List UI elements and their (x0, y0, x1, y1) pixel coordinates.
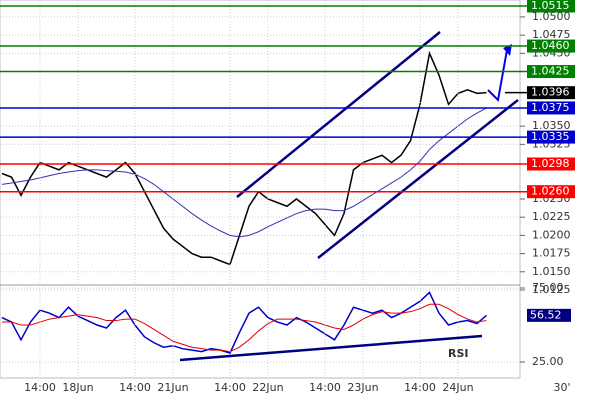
series-line (2, 303, 487, 353)
x-tick-label: 22Jun (252, 381, 283, 394)
level-label: 1.0396 (531, 86, 570, 99)
level-label-box (527, 0, 575, 13)
y-tick-label: 1.0225 (532, 210, 571, 223)
series-line (1, 291, 487, 355)
y-tick-label: 1.0500 (532, 10, 571, 23)
level-label-box (527, 101, 575, 115)
x-tick-label: 14:00 (214, 381, 246, 394)
rsi-trendline (179, 334, 483, 362)
level-label: 1.0515 (531, 0, 570, 12)
x-tick-label: 23Jun (347, 381, 378, 394)
series-line (1, 50, 487, 266)
y-tick-label: 1.0125 (532, 283, 571, 296)
level-label-box (527, 130, 575, 144)
x-axis-label: 30' (553, 381, 570, 394)
y-tick-label: 25.00 (532, 355, 564, 368)
x-tick-label: 18Jun (62, 381, 93, 394)
level-label-box (527, 39, 575, 53)
current-value: 56.52 (530, 308, 562, 321)
level-label-box (527, 86, 575, 100)
level-label-box (527, 65, 575, 79)
y-tick-label: 1.0475 (532, 28, 571, 41)
rsi-title: RSI (448, 347, 469, 360)
level-label-box (527, 185, 575, 199)
x-tick-label: 14:00 (309, 381, 341, 394)
channel-bottom (317, 99, 519, 259)
y-tick-label: 1.0150 (532, 265, 571, 278)
x-tick-label: 14:00 (404, 381, 436, 394)
y-tick-label: 1.0350 (532, 119, 571, 132)
level-label: 1.0260 (531, 185, 570, 198)
level-label-box (527, 157, 575, 171)
level-label: 1.0460 (531, 39, 570, 52)
level-label: 1.0335 (531, 130, 570, 143)
y-tick-label: 75.00 (532, 281, 564, 294)
channel-top (236, 31, 441, 198)
arrow-head (503, 44, 512, 56)
y-tick-label: 1.0175 (532, 247, 571, 260)
y-tick-label: 1.0200 (532, 228, 571, 241)
series-line (1, 107, 487, 238)
forecast-arrow (487, 49, 508, 103)
x-tick-label: 14:00 (119, 381, 151, 394)
marks (0, 0, 520, 378)
x-tick-label: 21Jun (157, 381, 188, 394)
x-tick-label: 14:00 (24, 381, 56, 394)
x-tick-label: 24Jun (442, 381, 473, 394)
level-label: 1.0425 (531, 65, 570, 78)
level-label: 1.0298 (531, 157, 570, 170)
level-label: 1.0375 (531, 101, 570, 114)
value-box (527, 308, 571, 322)
